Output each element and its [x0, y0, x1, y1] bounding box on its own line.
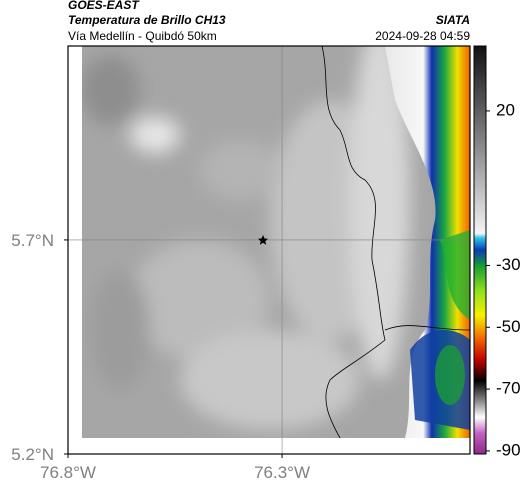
satellite-image: [82, 46, 470, 438]
lon-label: 76.3°W: [254, 463, 310, 482]
datetime: 2024-09-28 04:59: [375, 29, 470, 43]
city-marker: [257, 235, 268, 245]
lat-label: 5.7°N: [11, 231, 54, 250]
subtitle: Temperatura de Brillo CH13: [68, 13, 226, 27]
region: Vía Medellín - Quibdó 50km: [68, 29, 217, 43]
source: SIATA: [436, 13, 470, 27]
title: GOES-EAST: [68, 0, 140, 12]
colorbar-label: -30: [496, 255, 521, 274]
colorbar-label: -90: [496, 440, 521, 459]
colorbar-label: -50: [496, 317, 521, 336]
colorbar-label: 20: [496, 100, 515, 119]
map-frame: [67, 45, 471, 455]
lat-label: 5.2°N: [11, 445, 54, 464]
lon-label: 76.8°W: [40, 463, 96, 482]
colorbar-label: -70: [496, 379, 521, 398]
colorbar: [473, 45, 487, 455]
